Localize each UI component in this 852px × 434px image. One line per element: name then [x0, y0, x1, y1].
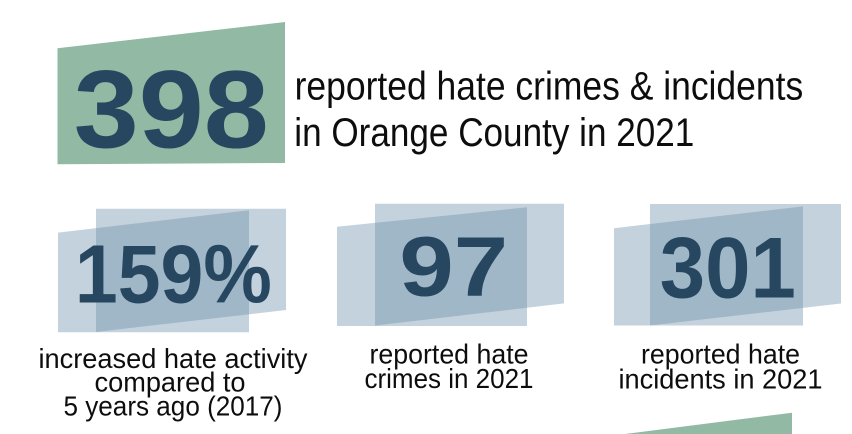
svg-text:reported hate: reported hate [370, 338, 529, 369]
svg-text:crimes in 2021: crimes in 2021 [365, 363, 534, 394]
svg-text:compared to: compared to [95, 367, 246, 398]
svg-text:5 years ago (2017): 5 years ago (2017) [64, 390, 283, 421]
svg-text:301: 301 [660, 221, 796, 317]
svg-text:97: 97 [399, 219, 508, 313]
svg-text:reported hate: reported hate [641, 338, 800, 369]
svg-text:incidents in 2021: incidents in 2021 [619, 363, 823, 394]
svg-text:increased hate activity: increased hate activity [39, 343, 308, 374]
svg-text:398: 398 [74, 48, 269, 171]
svg-text:reported hate crimes & inciden: reported hate crimes & incidents [295, 64, 804, 108]
svg-text:159%: 159% [75, 228, 272, 321]
svg-text:in Orange County in 2021: in Orange County in 2021 [294, 111, 694, 155]
